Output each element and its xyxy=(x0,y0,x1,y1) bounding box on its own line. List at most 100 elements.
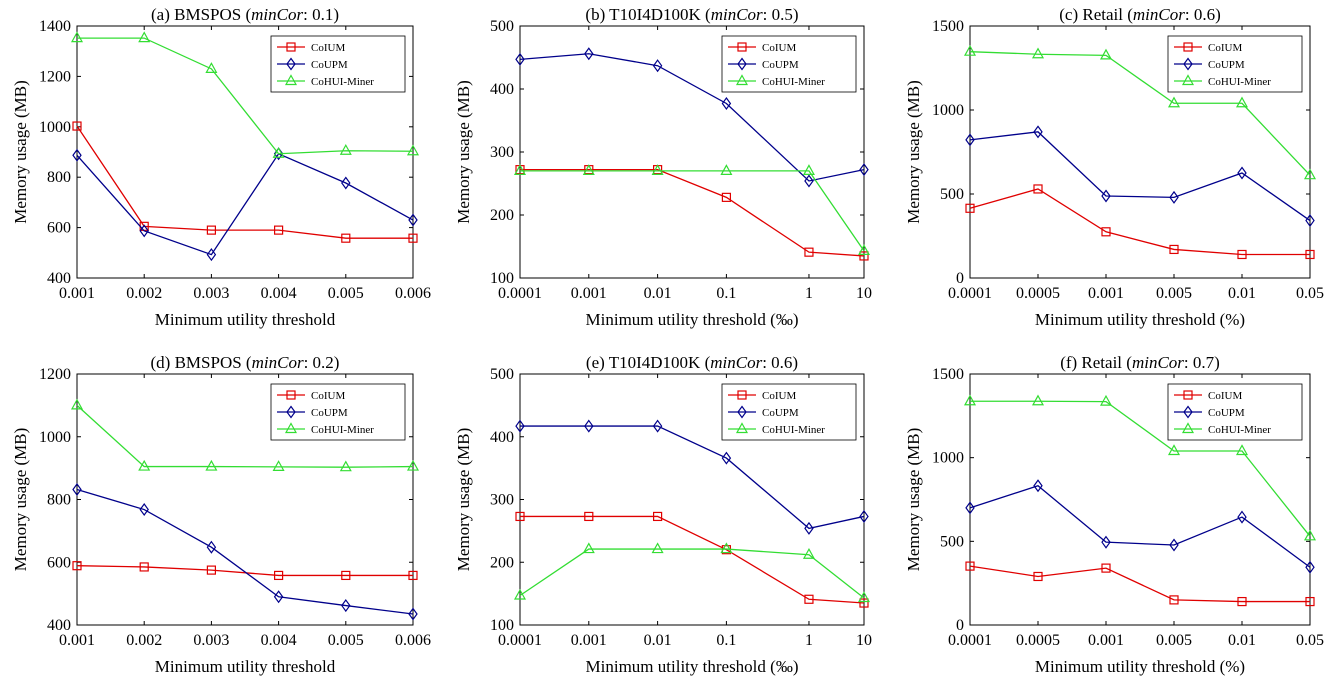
legend-label: CoUPM xyxy=(1208,407,1245,419)
y-tick-label: 300 xyxy=(490,144,514,161)
data-point-coupm xyxy=(1169,190,1179,204)
x-axis-label: Minimum utility threshold xyxy=(155,310,336,329)
data-point-coium xyxy=(965,203,975,213)
y-tick-label: 400 xyxy=(47,270,71,287)
data-point-cohui-miner xyxy=(1303,168,1317,180)
legend-label: CoUPM xyxy=(762,59,799,71)
data-point-coupm xyxy=(804,521,814,535)
data-point-coium xyxy=(341,233,351,243)
y-tick-label: 1000 xyxy=(39,119,71,136)
data-point-coium xyxy=(274,225,284,235)
data-point-coium xyxy=(1033,571,1043,582)
data-point-coupm xyxy=(1033,479,1043,493)
data-point-cohui-miner xyxy=(857,244,871,256)
data-point-cohui-miner xyxy=(802,547,815,559)
legend-label: CoHUI-Miner xyxy=(311,424,374,436)
legend-marker-coupm xyxy=(1183,405,1193,419)
x-tick-label: 0.004 xyxy=(261,285,297,302)
x-tick-label: 0.001 xyxy=(571,632,607,649)
chart-panel-4: (d) BMSPOS (minCor: 0.2) 400 600 800 1000 120… xyxy=(11,353,431,676)
x-tick-label: 1 xyxy=(805,285,813,302)
data-point-coupm xyxy=(965,133,975,147)
data-point-coupm xyxy=(721,451,732,465)
data-point-coium xyxy=(721,192,732,202)
legend-marker-coupm xyxy=(737,405,747,419)
x-tick-label: 0.05 xyxy=(1296,632,1324,649)
data-point-coium xyxy=(1101,563,1111,573)
series-line-coupm xyxy=(969,131,1311,222)
chart-panel-6: (f) Retail (minCor: 0.7) 0 500 1000 1500 0.00… xyxy=(904,353,1324,676)
legend: CoIUM CoUPM CoHUI-Miner xyxy=(1167,35,1303,93)
series-line-coupm xyxy=(76,152,414,256)
plot-area xyxy=(969,373,1311,626)
chart-title: (e) T10I4D100K (minCor: 0.6) xyxy=(586,353,798,372)
y-tick-label: 600 xyxy=(47,554,71,571)
y-tick-label: 1000 xyxy=(932,450,964,467)
y-tick-label: 300 xyxy=(490,492,514,509)
data-point-coium xyxy=(341,570,351,581)
legend-label: CoHUI-Miner xyxy=(762,424,825,436)
x-tick-label: 0.01 xyxy=(1228,285,1256,302)
x-tick-label: 0.01 xyxy=(644,632,672,649)
x-tick-label: 0.05 xyxy=(1296,285,1324,302)
data-point-coupm xyxy=(652,419,663,433)
data-point-coupm xyxy=(965,501,975,515)
legend-marker-cohui-miner xyxy=(735,422,749,434)
data-point-coupm xyxy=(1101,189,1111,203)
chart-title: (c) Retail (minCor: 0.6) xyxy=(1059,5,1221,24)
legend-marker-coupm xyxy=(1183,57,1193,71)
legend-marker-coium xyxy=(1183,42,1193,52)
series-line-coupm xyxy=(76,488,414,615)
x-tick-label: 0.1 xyxy=(716,632,736,649)
data-point-coupm xyxy=(1305,560,1315,574)
data-point-cohui-miner xyxy=(1031,47,1045,59)
data-point-cohui-miner xyxy=(651,542,664,554)
series-line-coium xyxy=(520,168,865,257)
data-point-coium xyxy=(1237,249,1247,260)
x-tick-label: 0.006 xyxy=(395,285,431,302)
x-axis-label: Minimum utility threshold (‰) xyxy=(586,310,799,329)
data-point-coupm xyxy=(721,96,732,111)
legend-marker-coium xyxy=(737,42,747,52)
x-axis-label: Minimum utility threshold (%) xyxy=(1035,657,1245,676)
x-tick-label: 0.002 xyxy=(126,632,162,649)
legend-marker-cohui-miner xyxy=(1181,74,1195,86)
data-point-coium xyxy=(859,251,869,261)
x-tick-label: 0.0001 xyxy=(948,285,992,302)
legend: CoIUM CoUPM CoHUI-Miner xyxy=(270,383,406,441)
chart-title: (a) BMSPOS (minCor: 0.1) xyxy=(151,5,339,24)
data-point-coupm xyxy=(1101,535,1111,549)
legend-label: CoHUI-Miner xyxy=(1208,76,1271,88)
legend-label: CoUPM xyxy=(1208,59,1245,71)
data-point-cohui-miner xyxy=(1099,394,1113,406)
series-line-coium xyxy=(76,125,413,239)
data-point-cohui-miner xyxy=(406,144,420,156)
legend-marker-cohui-miner xyxy=(284,74,298,86)
data-point-coupm xyxy=(859,163,869,177)
data-point-coium xyxy=(1305,249,1315,260)
data-point-coium xyxy=(515,511,525,522)
data-point-coium xyxy=(1169,595,1179,605)
data-point-coupm xyxy=(652,59,663,73)
y-axis-label: Memory usage (MB) xyxy=(11,428,30,572)
data-point-cohui-miner xyxy=(138,31,151,43)
chart-title: (b) T10I4D100K (minCor: 0.5) xyxy=(585,5,798,24)
data-point-coium xyxy=(1169,244,1179,255)
data-point-cohui-miner xyxy=(1167,96,1181,108)
series-line-cohui-miner xyxy=(76,404,414,468)
x-tick-label: 0.01 xyxy=(1228,632,1256,649)
legend-marker-coium xyxy=(286,42,296,52)
chart-title: (f) Retail (minCor: 0.7) xyxy=(1060,353,1220,372)
series-line-coium xyxy=(520,515,865,604)
y-tick-label: 800 xyxy=(47,169,71,186)
data-point-coium xyxy=(1101,227,1111,237)
data-point-cohui-miner xyxy=(1235,444,1249,456)
plot-area xyxy=(76,25,414,279)
y-tick-label: 0 xyxy=(956,270,964,287)
y-tick-label: 500 xyxy=(940,533,964,550)
data-point-coium xyxy=(408,570,418,581)
data-point-coupm xyxy=(1033,125,1043,139)
data-point-cohui-miner xyxy=(1099,48,1113,60)
data-point-cohui-miner xyxy=(1167,444,1181,456)
data-point-coupm xyxy=(584,47,594,61)
